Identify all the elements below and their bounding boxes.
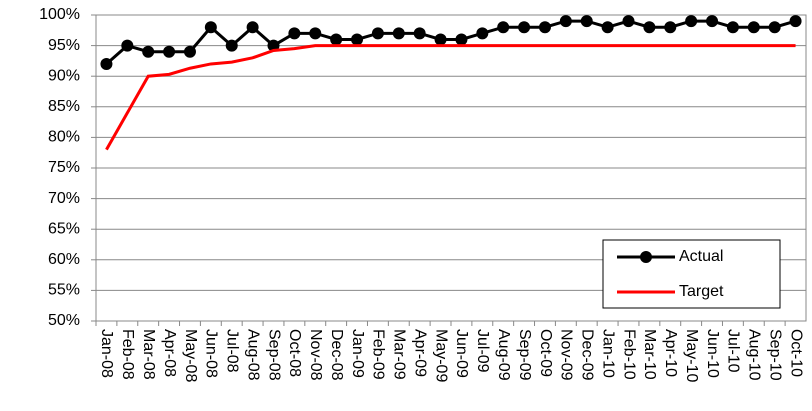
x-tick-label: Feb-08 bbox=[119, 329, 136, 380]
x-tick-label: Jan-08 bbox=[98, 329, 115, 378]
y-tick-label: 100% bbox=[39, 6, 80, 23]
marker bbox=[267, 39, 280, 52]
legend-box bbox=[602, 239, 781, 309]
x-tick-label: Aug-10 bbox=[746, 329, 763, 381]
x-tick-label: Jan-10 bbox=[599, 329, 616, 378]
legend-marker bbox=[640, 251, 652, 263]
x-tick-label: Oct-08 bbox=[286, 329, 303, 377]
x-tick-label: Oct-10 bbox=[787, 329, 804, 377]
marker bbox=[392, 27, 405, 40]
x-tick-label: Sep-09 bbox=[516, 329, 533, 381]
y-tick-label: 60% bbox=[48, 251, 80, 268]
marker bbox=[664, 21, 677, 34]
x-tick-label: Oct-09 bbox=[537, 329, 554, 377]
legend-label: Actual bbox=[679, 248, 723, 265]
marker bbox=[330, 33, 343, 46]
x-tick-label: Jul-10 bbox=[725, 329, 742, 373]
x-tick-label: Mar-08 bbox=[140, 329, 157, 380]
series-line bbox=[105, 19, 796, 66]
marker bbox=[121, 39, 134, 52]
x-tick-label: May-10 bbox=[683, 329, 700, 382]
marker bbox=[309, 27, 322, 40]
marker bbox=[768, 21, 781, 34]
x-tick-label: Aug-09 bbox=[495, 329, 512, 381]
y-tick-label: 55% bbox=[48, 282, 80, 299]
marker bbox=[163, 45, 176, 58]
marker bbox=[643, 21, 656, 34]
x-tick-label: Mar-10 bbox=[641, 329, 658, 380]
x-tick-label: Sep-10 bbox=[766, 329, 783, 381]
x-tick-label: Jul-09 bbox=[474, 329, 491, 373]
marker bbox=[183, 45, 196, 58]
marker bbox=[371, 27, 384, 40]
x-tick-label: Sep-08 bbox=[265, 329, 282, 381]
marker bbox=[455, 33, 468, 46]
marker bbox=[246, 21, 259, 34]
y-tick-label: 70% bbox=[48, 190, 80, 207]
x-tick-label: Jan-09 bbox=[349, 329, 366, 378]
x-tick-label: Apr-09 bbox=[411, 329, 428, 377]
marker bbox=[225, 39, 238, 52]
x-tick-label: Jun-09 bbox=[453, 329, 470, 378]
marker bbox=[476, 27, 489, 40]
marker bbox=[518, 21, 531, 34]
x-tick-label: Nov-09 bbox=[558, 329, 575, 381]
marker bbox=[706, 15, 719, 28]
marker bbox=[204, 21, 217, 34]
marker bbox=[747, 21, 760, 34]
y-tick-label: 90% bbox=[48, 67, 80, 84]
y-tick-label: 80% bbox=[48, 129, 80, 146]
marker bbox=[434, 33, 447, 46]
marker bbox=[413, 27, 426, 40]
y-tick-label: 50% bbox=[48, 312, 80, 329]
x-tick-label: Feb-09 bbox=[370, 329, 387, 380]
y-tick-label: 85% bbox=[48, 98, 80, 115]
x-tick-label: Jun-08 bbox=[203, 329, 220, 378]
x-tick-label: Mar-09 bbox=[391, 329, 408, 380]
x-tick-label: Apr-10 bbox=[662, 329, 679, 377]
marker bbox=[726, 21, 739, 34]
marker bbox=[559, 15, 572, 28]
marker bbox=[351, 33, 364, 46]
legend-label: Target bbox=[679, 283, 724, 300]
marker bbox=[622, 15, 635, 28]
x-tick-label: Apr-08 bbox=[161, 329, 178, 377]
marker bbox=[288, 27, 301, 40]
x-tick-label: Dec-09 bbox=[579, 329, 596, 381]
x-tick-label: Aug-08 bbox=[244, 329, 261, 381]
x-tick-label: Jun-10 bbox=[704, 329, 721, 378]
x-tick-label: Nov-08 bbox=[307, 329, 324, 381]
marker bbox=[538, 21, 551, 34]
x-tick-label: May-09 bbox=[432, 329, 449, 382]
x-tick-label: Jul-08 bbox=[224, 329, 241, 373]
x-tick-label: Feb-10 bbox=[620, 329, 637, 380]
marker bbox=[789, 15, 802, 28]
marker bbox=[580, 15, 593, 28]
marker bbox=[142, 45, 155, 58]
marker bbox=[685, 15, 698, 28]
x-tick-label: Dec-08 bbox=[328, 329, 345, 381]
x-tick-label: May-08 bbox=[182, 329, 199, 382]
series-line bbox=[105, 44, 796, 151]
y-tick-label: 65% bbox=[48, 220, 80, 237]
marker bbox=[100, 57, 113, 70]
y-tick-label: 75% bbox=[48, 159, 80, 176]
y-tick-label: 95% bbox=[48, 37, 80, 54]
marker bbox=[497, 21, 510, 34]
marker bbox=[601, 21, 614, 34]
